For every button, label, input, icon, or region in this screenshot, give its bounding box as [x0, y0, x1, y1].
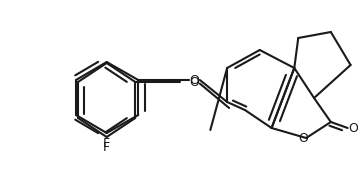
Text: F: F	[103, 141, 110, 154]
Text: O: O	[348, 122, 358, 134]
Text: O: O	[298, 132, 308, 144]
Text: F: F	[103, 137, 110, 150]
Text: O: O	[190, 74, 199, 86]
Text: O: O	[190, 75, 199, 89]
